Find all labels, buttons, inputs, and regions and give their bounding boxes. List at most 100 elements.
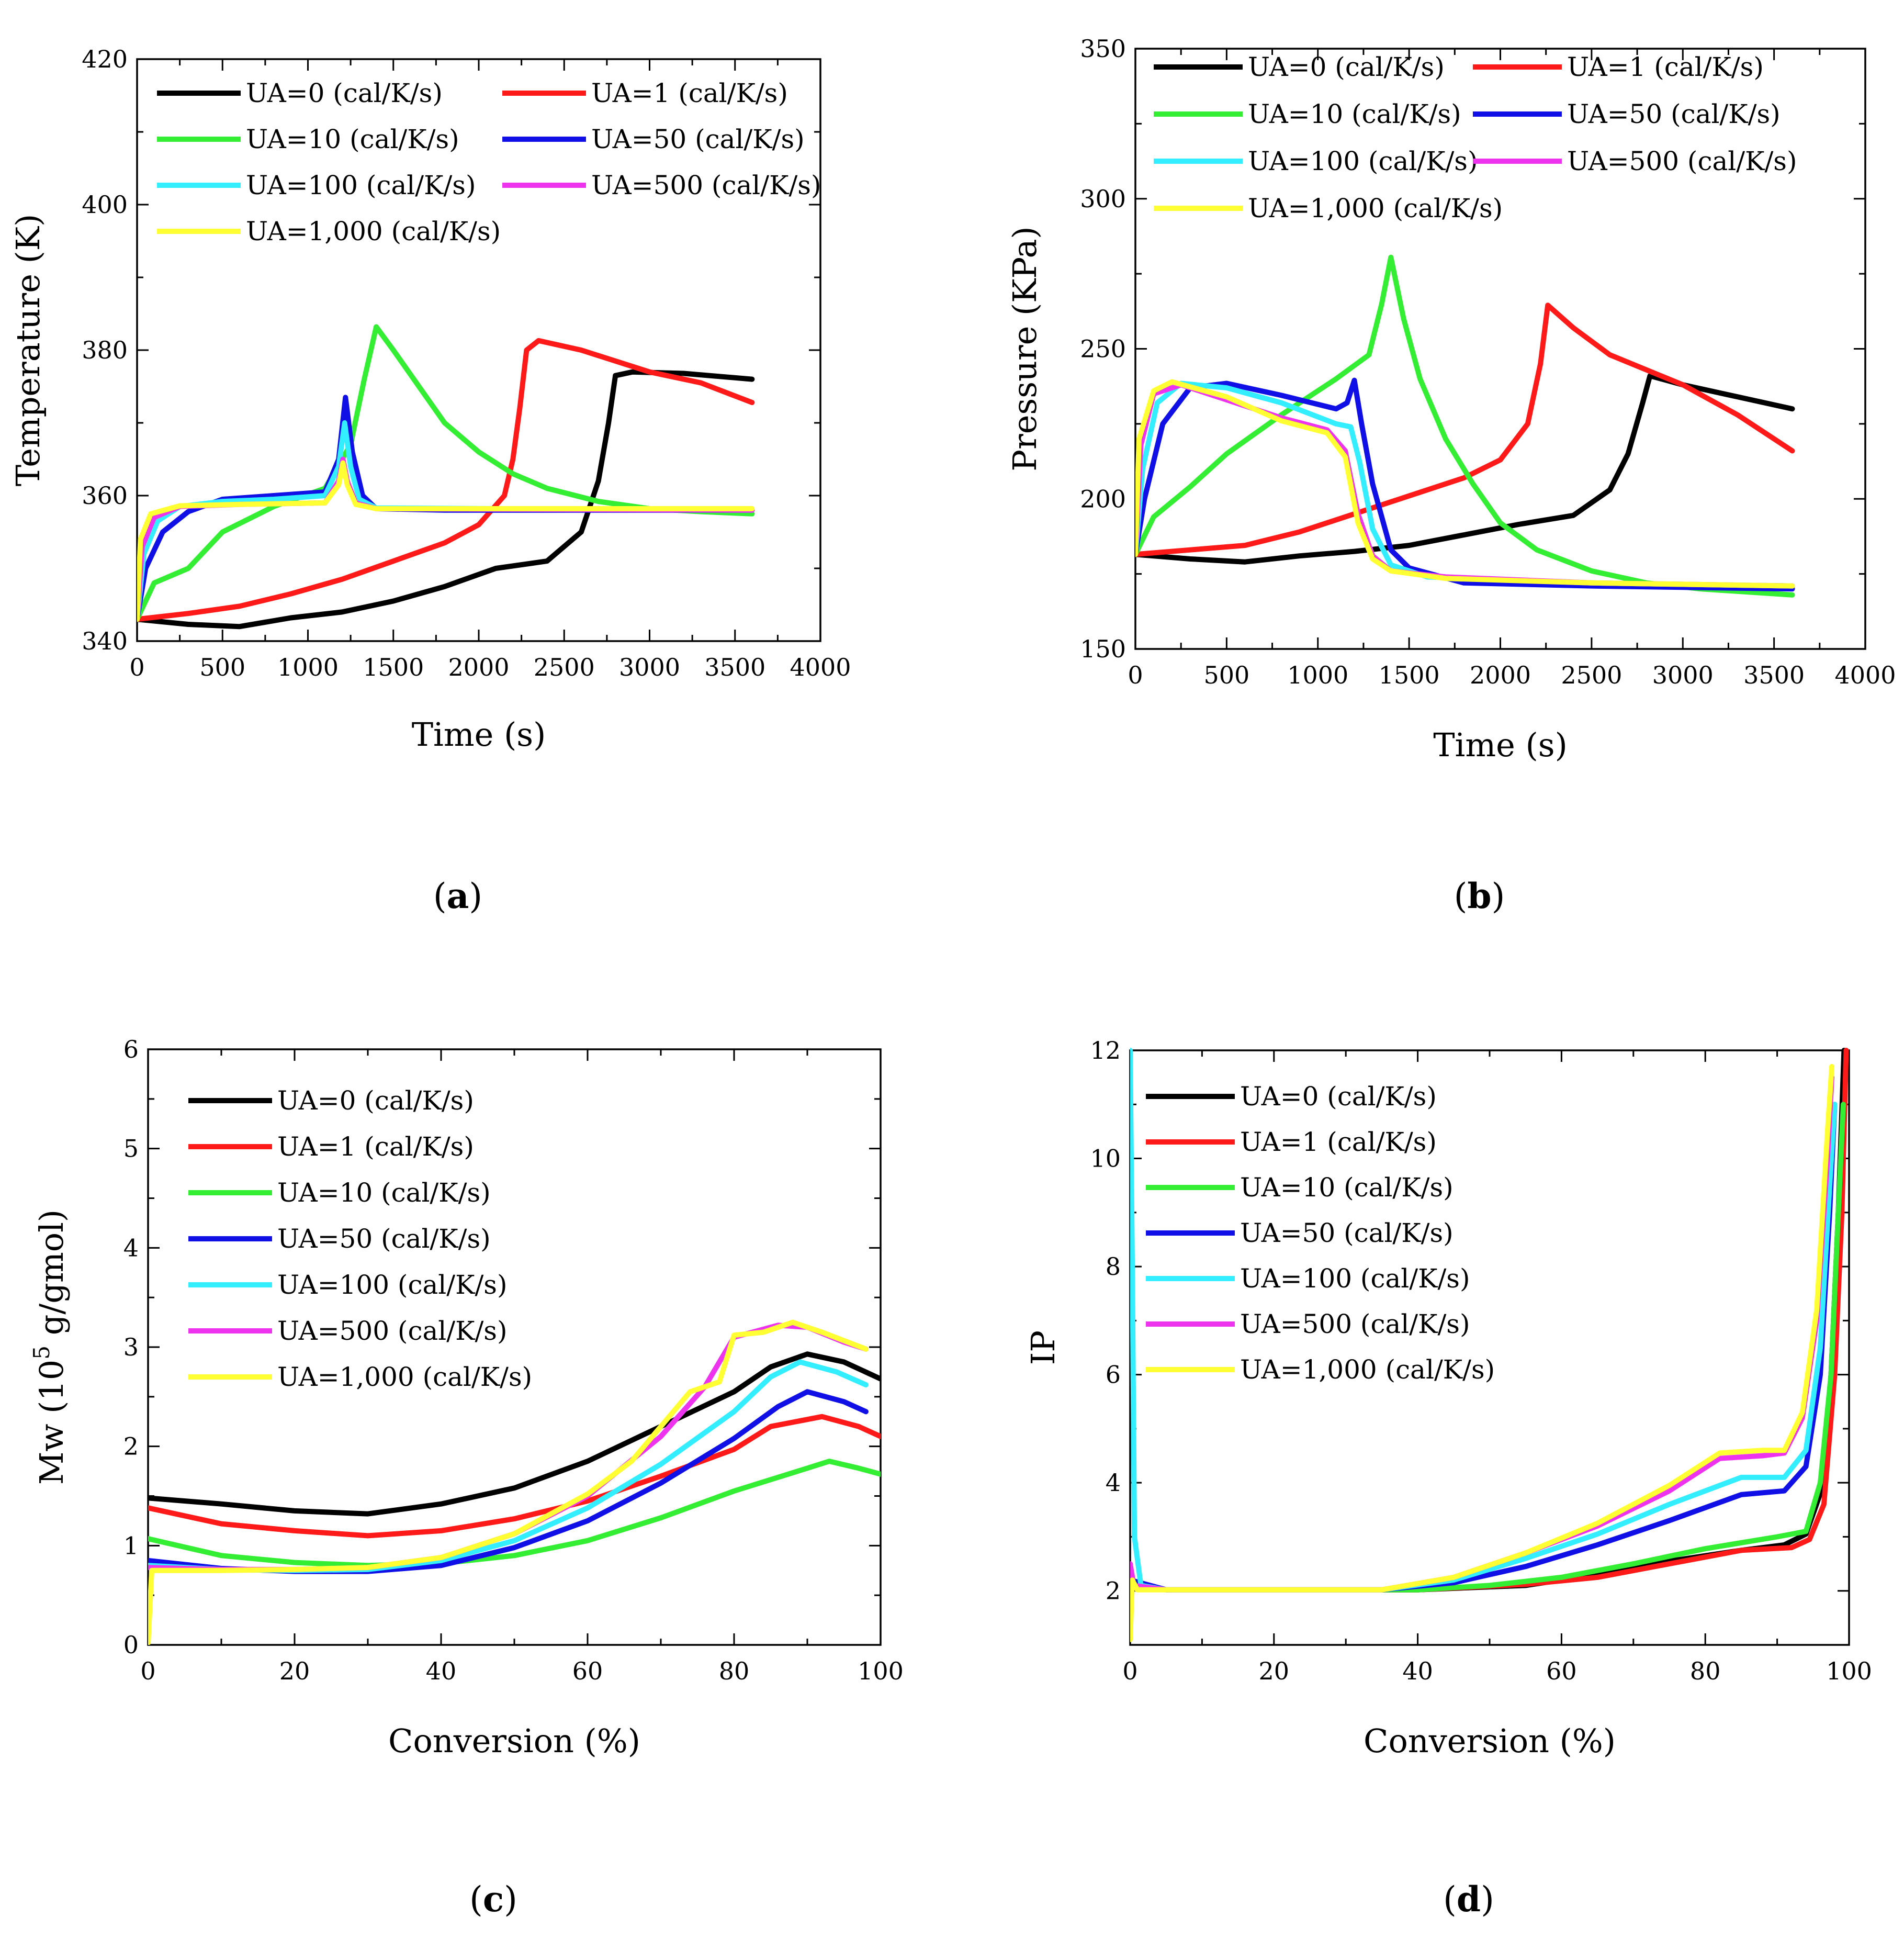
- y-tick-label: 200: [1080, 485, 1126, 513]
- x-tick-label: 0: [140, 1657, 155, 1685]
- series-line-ua-100-cal-k-s-: [137, 420, 755, 622]
- series-line-ua-1-cal-k-s-: [1130, 1048, 1849, 1593]
- legend-label: UA=50 (cal/K/s): [1567, 99, 1781, 129]
- series-group: [1130, 1048, 1849, 1642]
- y-axis-title: Mw (105 g/gmol): [29, 1209, 71, 1485]
- panel-label-open: (: [1443, 1879, 1457, 1920]
- legend-label: UA=500 (cal/K/s): [277, 1316, 507, 1346]
- y-tick-label: 2: [1106, 1577, 1121, 1605]
- series-group: [1135, 254, 1795, 598]
- panel-label: (c): [469, 1879, 517, 1920]
- series-line-ua-100-cal-k-s-: [1135, 380, 1795, 589]
- x-tick-label: 3500: [704, 653, 765, 681]
- series-line-ua-1-cal-k-s-: [137, 338, 755, 622]
- y-axis-title: Pressure (KPa): [1006, 226, 1044, 471]
- y-tick-label: 300: [1080, 185, 1126, 213]
- x-tick-label: 20: [279, 1657, 310, 1685]
- legend-label: UA=100 (cal/K/s): [1240, 1263, 1470, 1294]
- y-tick-label: 420: [82, 45, 128, 73]
- panel-label: (b): [1454, 876, 1505, 916]
- legend-label: UA=50 (cal/K/s): [277, 1224, 491, 1254]
- series-line-ua-50-cal-k-s-: [1130, 1102, 1838, 1593]
- y-tick-label: 4: [123, 1234, 139, 1262]
- series-line-ua-500-cal-k-s-: [137, 456, 755, 622]
- legend-label: UA=500 (cal/K/s): [1567, 146, 1797, 176]
- legend-label: UA=10 (cal/K/s): [1240, 1172, 1454, 1203]
- x-tick-label: 0: [1128, 661, 1143, 689]
- y-tick-label: 6: [1106, 1361, 1121, 1389]
- legend-label: UA=1 (cal/K/s): [591, 78, 788, 108]
- legend-label: UA=50 (cal/K/s): [591, 124, 805, 154]
- panel-label-open: (: [469, 1879, 483, 1920]
- legend-label: UA=50 (cal/K/s): [1240, 1218, 1454, 1248]
- legend: UA=0 (cal/K/s) UA=1 (cal/K/s) UA=10 (cal/K…: [188, 1085, 532, 1392]
- x-tick-label: 2500: [534, 653, 595, 681]
- y-axis-title-tail: g/gmol): [32, 1209, 71, 1346]
- y-tick-label: 12: [1090, 1036, 1121, 1064]
- legend-label: UA=1 (cal/K/s): [1567, 52, 1764, 82]
- x-tick-label: 40: [426, 1657, 457, 1685]
- series-line-ua-1-000-cal-k-s-: [1130, 1064, 1834, 1642]
- series-line-ua-10-cal-k-s-: [1135, 254, 1795, 598]
- series-line-ua-1-cal-k-s-: [148, 1414, 881, 1539]
- series-line-ua-100-cal-k-s-: [1130, 1048, 1838, 1593]
- chart-panel-a: 0 500 1000 1500 2000 2500 3000 3500 4000 340 360 38…: [9, 45, 851, 916]
- panel-label-close: ): [469, 876, 482, 916]
- x-tick-label: 4000: [790, 653, 851, 681]
- panel-label-letter: b: [1467, 876, 1491, 916]
- y-tick-label: 3: [123, 1333, 139, 1361]
- x-tick-label: 100: [1826, 1657, 1872, 1685]
- x-axis-title: Time (s): [412, 715, 546, 754]
- y-tick-label: 5: [123, 1135, 139, 1163]
- x-tick-label: 3000: [619, 653, 680, 681]
- panel-label-letter: a: [447, 876, 469, 916]
- panel-label-close: ): [504, 1879, 517, 1920]
- y-tick-label: 0: [123, 1631, 139, 1659]
- x-tick-label: 3500: [1743, 661, 1805, 689]
- x-tick-label: 100: [858, 1657, 904, 1685]
- legend-label: UA=0 (cal/K/s): [246, 78, 443, 108]
- x-tick-label: 20: [1259, 1657, 1290, 1685]
- x-axis-title: Time (s): [1433, 726, 1568, 764]
- y-tick-label: 2: [123, 1432, 139, 1461]
- y-axis-title: Temperature (K): [9, 214, 47, 487]
- y-axis-title-superscript: 5: [29, 1346, 54, 1360]
- x-tick-label: 1500: [1379, 661, 1440, 689]
- x-axis-title: Conversion (%): [1364, 1722, 1616, 1760]
- y-axis-title: IP: [1024, 1330, 1062, 1365]
- legend-label: UA=10 (cal/K/s): [1248, 99, 1461, 129]
- series-line-ua-1-000-cal-k-s-: [1135, 379, 1795, 589]
- series-line-ua-50-cal-k-s-: [1135, 377, 1795, 592]
- x-tick-label: 4000: [1834, 661, 1896, 689]
- series-line-ua-500-cal-k-s-: [1135, 382, 1795, 589]
- panel-label: (a): [433, 876, 482, 916]
- legend-label: UA=100 (cal/K/s): [277, 1270, 507, 1300]
- x-tick-label: 40: [1402, 1657, 1433, 1685]
- y-tick-label: 1: [123, 1531, 139, 1560]
- chart-panel-d: 0 20 40 60 80 100 2 4 6 8 10 12 Conversion (%) IP UA=0…: [1024, 1036, 1872, 1920]
- x-tick-label: 80: [719, 1657, 750, 1685]
- legend: UA=0 (cal/K/s) UA=1 (cal/K/s) UA=10 (cal/K…: [157, 78, 821, 246]
- series-line-ua-10-cal-k-s-: [1130, 1102, 1846, 1593]
- x-tick-label: 80: [1690, 1657, 1721, 1685]
- x-axis-title: Conversion (%): [388, 1722, 640, 1760]
- panel-label: (d): [1443, 1879, 1494, 1920]
- legend-label: UA=1,000 (cal/K/s): [277, 1362, 532, 1392]
- x-tick-label: 0: [1122, 1657, 1137, 1685]
- series-line-ua-1-cal-k-s-: [1135, 302, 1795, 557]
- y-tick-label: 350: [1080, 35, 1126, 63]
- chart-panel-b: 0 500 1000 1500 2000 2500 3000 3500 4000 150 200 25…: [1006, 35, 1896, 916]
- panel-label-letter: c: [483, 1879, 504, 1920]
- series-group: [137, 324, 755, 630]
- series-line-ua-0-cal-k-s-: [148, 1351, 881, 1517]
- x-tick-label: 1000: [1287, 661, 1348, 689]
- y-tick-label: 8: [1106, 1252, 1121, 1281]
- legend-label: UA=1 (cal/K/s): [277, 1131, 474, 1162]
- x-tick-label: 3000: [1652, 661, 1714, 689]
- y-tick-label: 380: [82, 336, 128, 364]
- legend-label: UA=100 (cal/K/s): [1248, 146, 1478, 176]
- y-tick-label: 340: [82, 627, 128, 655]
- series-group: [148, 1319, 881, 1645]
